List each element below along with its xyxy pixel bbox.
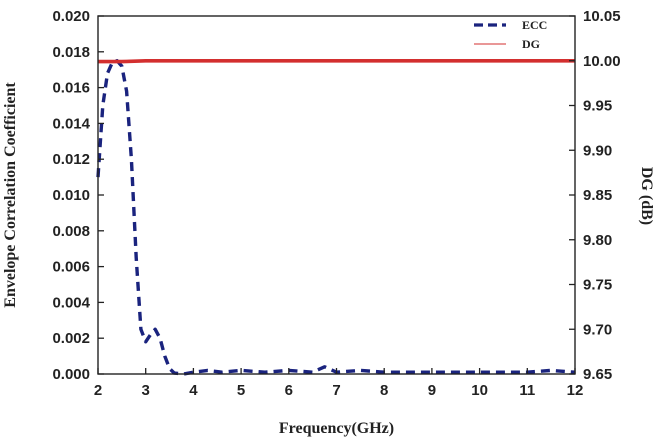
y-left-tick-label: 0.006: [52, 259, 90, 276]
y-right-tick-label: 9.65: [583, 366, 612, 383]
series-line-ecc: [96, 59, 576, 376]
y-right-tick-label: 9.95: [583, 98, 612, 115]
y-right-tick-label: 10.00: [583, 53, 621, 70]
y-left-tick-label: 0.016: [52, 80, 90, 97]
y-right-tick-label: 10.05: [583, 8, 621, 25]
legend: ECC DG: [474, 18, 547, 51]
x-tick-label: 6: [285, 382, 293, 399]
x-tick-label: 9: [428, 382, 436, 399]
x-tick-label: 11: [519, 382, 535, 399]
y-right-tick-label: 9.85: [583, 187, 612, 204]
y-right-tick-label: 9.80: [583, 232, 612, 249]
y-left-tick-label: 0.002: [52, 330, 90, 347]
y-left-tick-label: 0.014: [52, 115, 90, 132]
legend-dg-label: DG: [522, 37, 540, 51]
y-left-tick-label: 0.012: [52, 151, 90, 168]
y-left-tick-label: 0.008: [52, 223, 90, 240]
x-tick-label: 5: [237, 382, 245, 399]
y-left-tick-label: 0.000: [52, 366, 90, 383]
legend-ecc-label: ECC: [522, 18, 547, 32]
x-tick-label: 8: [380, 382, 388, 399]
y-left-tick-label: 0.004: [52, 294, 90, 311]
y-axis-right-title: DG (dB): [638, 167, 655, 225]
series-line-dg: [98, 58, 575, 64]
y-right-tick-label: 9.90: [583, 142, 612, 159]
x-tick-label: 2: [94, 382, 102, 399]
y-left-tick-label: 0.010: [52, 187, 90, 204]
x-tick-label: 4: [189, 382, 198, 399]
y-right-tick-label: 9.75: [583, 277, 612, 294]
x-tick-label: 7: [332, 382, 340, 399]
x-tick-label: 10: [471, 382, 488, 399]
plot-frame: [97, 15, 576, 375]
x-axis-title: Frequency(GHz): [279, 420, 394, 437]
y-axis-left-title: Envelope Correlation Coefficient: [2, 82, 19, 308]
plot-area: 2 3 4 5 6 7 8 9 10 11 12 0.000 0.002 0.004 0.006 0.008 0…: [52, 8, 620, 399]
y-left-tick-label: 0.020: [52, 8, 90, 25]
y-left-tick-label: 0.018: [52, 44, 90, 61]
x-tick-label: 12: [567, 382, 584, 399]
y-right-tick-label: 9.70: [583, 321, 612, 338]
x-tick-label: 3: [142, 382, 150, 399]
